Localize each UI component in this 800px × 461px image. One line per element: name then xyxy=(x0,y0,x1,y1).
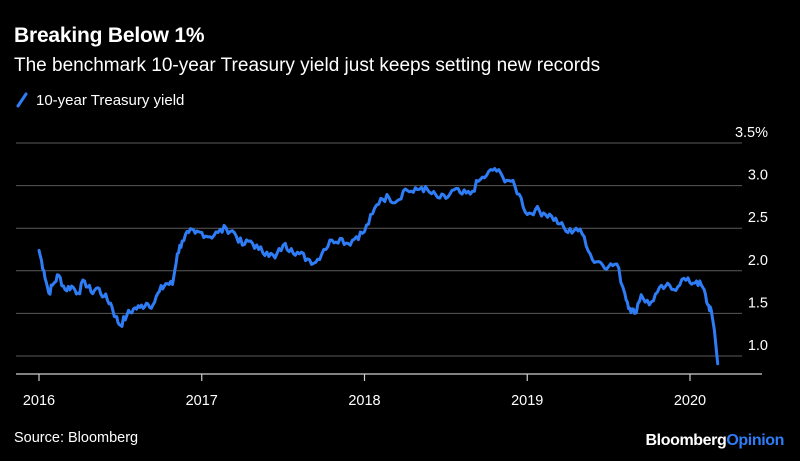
y-tick-label: 3.0 xyxy=(748,168,768,184)
legend-label: 10-year Treasury yield xyxy=(36,91,185,109)
x-tick-label: 2019 xyxy=(511,393,543,409)
y-tick-label: 3.5% xyxy=(735,125,768,141)
series-line-10y-yield xyxy=(37,167,720,366)
y-tick-label: 2.5 xyxy=(748,210,768,226)
series-group xyxy=(37,167,720,366)
source-note: Source: Bloomberg xyxy=(14,430,139,446)
chart-legend: 10-year Treasury yield xyxy=(16,90,184,110)
y-tick-label: 1.0 xyxy=(748,338,768,354)
chart-subtitle: The benchmark 10-year Treasury yield jus… xyxy=(14,55,601,76)
x-tick-label: 2020 xyxy=(674,393,706,409)
legend-line-icon xyxy=(16,92,28,108)
x-tick-label: 2018 xyxy=(348,393,380,409)
y-tick-label: 1.5 xyxy=(748,295,768,311)
y-tick-label: 2.0 xyxy=(748,253,768,269)
x-axis xyxy=(16,373,762,381)
x-tick-label: 2016 xyxy=(23,393,55,409)
brand-logo-part1: Bloomberg xyxy=(645,432,727,449)
x-axis-labels: 2016 2017 2018 2019 2020 xyxy=(23,393,706,409)
gridlines xyxy=(16,142,742,357)
y-axis-labels: 1.0 1.5 2.0 2.5 3.0 3.5% xyxy=(735,125,768,354)
x-tick-label: 2017 xyxy=(186,393,218,409)
chart-title: Breaking Below 1% xyxy=(14,24,205,47)
brand-logo: BloombergOpinion xyxy=(646,432,785,450)
brand-logo-part2: Opinion xyxy=(726,432,784,449)
